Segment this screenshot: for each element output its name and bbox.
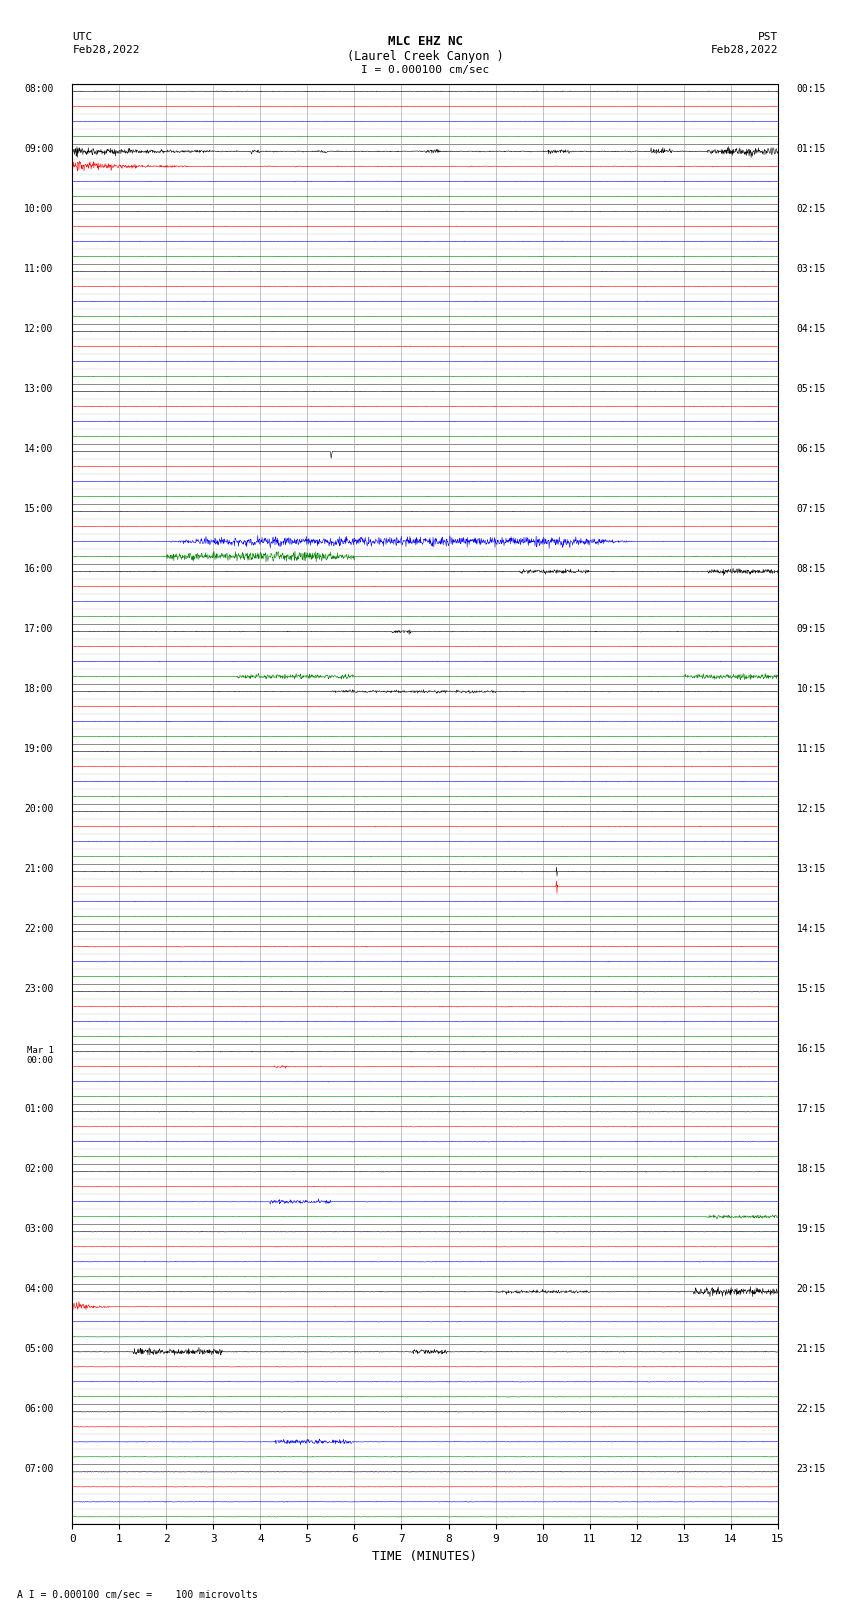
Text: 07:15: 07:15 <box>796 503 826 515</box>
Text: 05:15: 05:15 <box>796 384 826 394</box>
Text: I = 0.000100 cm/sec: I = 0.000100 cm/sec <box>361 65 489 74</box>
Text: 14:00: 14:00 <box>24 444 54 453</box>
Text: Feb28,2022: Feb28,2022 <box>711 45 778 55</box>
Text: 06:00: 06:00 <box>24 1405 54 1415</box>
Text: (Laurel Creek Canyon ): (Laurel Creek Canyon ) <box>347 50 503 63</box>
Text: 20:00: 20:00 <box>24 803 54 815</box>
Text: 17:15: 17:15 <box>796 1105 826 1115</box>
Text: 16:00: 16:00 <box>24 565 54 574</box>
Text: 03:15: 03:15 <box>796 265 826 274</box>
Text: 16:15: 16:15 <box>796 1044 826 1055</box>
Text: 22:00: 22:00 <box>24 924 54 934</box>
Text: 11:15: 11:15 <box>796 744 826 753</box>
Text: 20:15: 20:15 <box>796 1284 826 1294</box>
Text: 05:00: 05:00 <box>24 1344 54 1355</box>
Text: 23:00: 23:00 <box>24 984 54 994</box>
Text: 11:00: 11:00 <box>24 265 54 274</box>
Text: 18:15: 18:15 <box>796 1165 826 1174</box>
Text: A I = 0.000100 cm/sec =    100 microvolts: A I = 0.000100 cm/sec = 100 microvolts <box>17 1590 258 1600</box>
Text: 03:00: 03:00 <box>24 1224 54 1234</box>
Text: 18:00: 18:00 <box>24 684 54 694</box>
Text: 02:00: 02:00 <box>24 1165 54 1174</box>
Text: 08:15: 08:15 <box>796 565 826 574</box>
Text: 08:00: 08:00 <box>24 84 54 94</box>
Text: 00:15: 00:15 <box>796 84 826 94</box>
Text: UTC: UTC <box>72 32 93 42</box>
X-axis label: TIME (MINUTES): TIME (MINUTES) <box>372 1550 478 1563</box>
Text: 09:00: 09:00 <box>24 144 54 153</box>
Text: 12:15: 12:15 <box>796 803 826 815</box>
Text: Mar 1
00:00: Mar 1 00:00 <box>26 1045 54 1065</box>
Text: 10:00: 10:00 <box>24 203 54 215</box>
Text: 22:15: 22:15 <box>796 1405 826 1415</box>
Text: 07:00: 07:00 <box>24 1465 54 1474</box>
Text: 06:15: 06:15 <box>796 444 826 453</box>
Text: 13:00: 13:00 <box>24 384 54 394</box>
Text: 23:15: 23:15 <box>796 1465 826 1474</box>
Text: 10:15: 10:15 <box>796 684 826 694</box>
Text: 17:00: 17:00 <box>24 624 54 634</box>
Text: 04:15: 04:15 <box>796 324 826 334</box>
Text: 21:00: 21:00 <box>24 865 54 874</box>
Text: 13:15: 13:15 <box>796 865 826 874</box>
Text: 12:00: 12:00 <box>24 324 54 334</box>
Text: 15:15: 15:15 <box>796 984 826 994</box>
Text: 15:00: 15:00 <box>24 503 54 515</box>
Text: 19:15: 19:15 <box>796 1224 826 1234</box>
Text: 04:00: 04:00 <box>24 1284 54 1294</box>
Text: MLC EHZ NC: MLC EHZ NC <box>388 35 462 48</box>
Text: 09:15: 09:15 <box>796 624 826 634</box>
Text: 02:15: 02:15 <box>796 203 826 215</box>
Text: Feb28,2022: Feb28,2022 <box>72 45 139 55</box>
Text: 19:00: 19:00 <box>24 744 54 753</box>
Text: 14:15: 14:15 <box>796 924 826 934</box>
Text: 21:15: 21:15 <box>796 1344 826 1355</box>
Text: PST: PST <box>757 32 778 42</box>
Text: 01:15: 01:15 <box>796 144 826 153</box>
Text: 01:00: 01:00 <box>24 1105 54 1115</box>
